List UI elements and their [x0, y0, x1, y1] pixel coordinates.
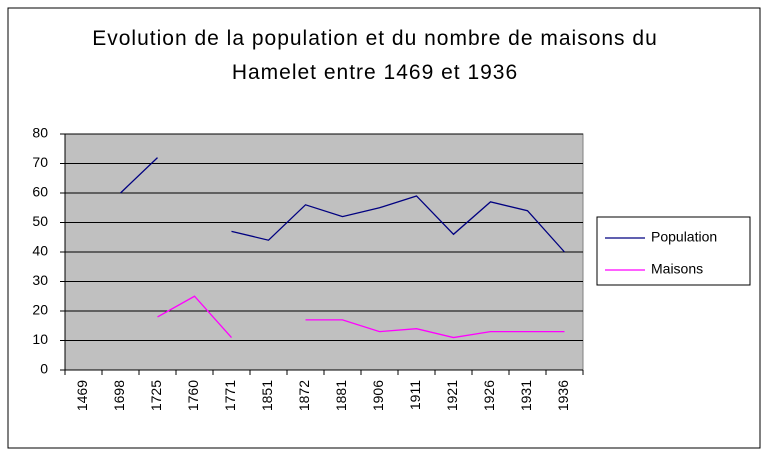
legend-label: Maisons [651, 261, 703, 277]
y-tick-label: 10 [32, 331, 48, 347]
y-tick-label: 0 [40, 361, 48, 377]
x-tick-label: 1931 [518, 380, 534, 411]
x-tick-label: 1921 [444, 380, 460, 411]
chart-title: Evolution de la population et du nombre … [92, 27, 658, 84]
y-tick-label: 60 [32, 184, 48, 200]
series-line [120, 157, 565, 253]
x-tick-label: 1881 [333, 380, 349, 411]
x-tick-label: 1698 [111, 380, 127, 411]
x-tick-label: 1906 [370, 380, 386, 411]
y-tick-label: 20 [32, 302, 48, 318]
x-tick-label: 1760 [185, 380, 201, 411]
legend-box [596, 216, 751, 286]
y-tick-label: 40 [32, 243, 48, 259]
x-tick-label: 1936 [555, 380, 571, 411]
legend-label: Population [651, 229, 717, 245]
y-tick-label: 70 [32, 154, 48, 170]
x-tick-label: 1926 [481, 380, 497, 411]
x-tick-label: 1469 [74, 380, 90, 411]
y-tick-label: 30 [32, 272, 48, 288]
x-tick-label: 1872 [296, 380, 312, 411]
x-tick-label: 1771 [222, 380, 238, 411]
y-tick-label: 50 [32, 213, 48, 229]
series-line [157, 295, 565, 339]
x-tick-label: 1851 [259, 380, 275, 411]
x-tick-label: 1911 [407, 380, 423, 410]
x-tick-label: 1725 [148, 380, 164, 411]
y-tick-label: 80 [32, 125, 48, 141]
